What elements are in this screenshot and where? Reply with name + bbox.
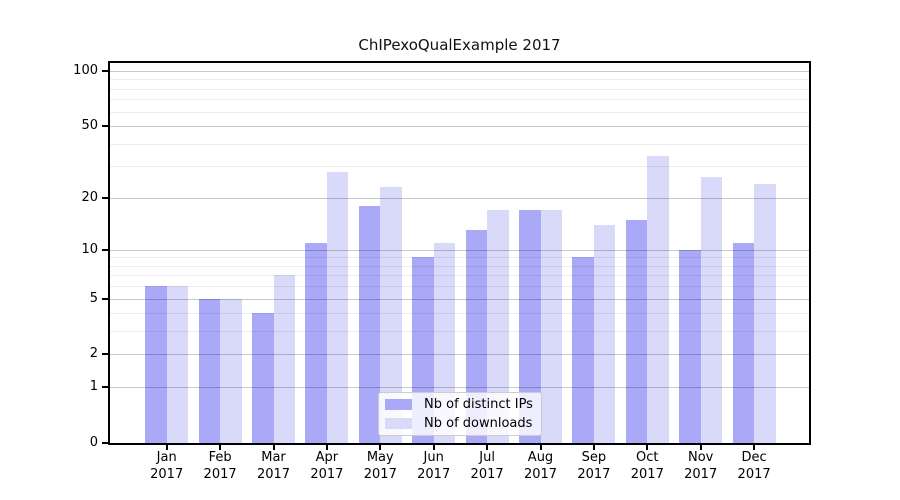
x-tick-mark <box>539 445 542 450</box>
x-tick-label: Jun 2017 <box>404 449 464 483</box>
x-tick-label: Aug 2017 <box>511 449 571 483</box>
y-tick-mark <box>102 196 108 199</box>
bar-distinct-ips-nov <box>679 249 701 443</box>
x-tick-mark <box>272 445 275 450</box>
x-tick-year: 2017 <box>256 467 291 482</box>
x-tick-label: Feb 2017 <box>190 449 250 483</box>
bar-downloads-mar <box>273 275 295 443</box>
x-tick-year: 2017 <box>417 467 451 482</box>
x-tick-mark <box>699 445 702 450</box>
legend-swatch-downloads <box>385 418 412 429</box>
bar-downloads-feb <box>220 298 242 443</box>
x-tick-year: 2017 <box>577 467 611 482</box>
x-tick-mark <box>486 445 489 450</box>
y-tick-label: 1 <box>89 379 98 395</box>
bar-downloads-apr <box>326 171 349 443</box>
x-tick-year: 2017 <box>630 467 664 482</box>
y-tick-mark <box>102 297 108 300</box>
x-tick-label: Mar 2017 <box>244 449 304 483</box>
bar-downloads-dec <box>754 183 776 443</box>
chart-title: ChIPexoQualExample 2017 <box>358 36 561 54</box>
y-tick-mark <box>102 386 108 389</box>
x-tick-year: 2017 <box>737 467 771 482</box>
y-tick-label: 5 <box>89 290 98 306</box>
legend-item-distinct-ips: Nb of distinct IPs <box>385 395 535 414</box>
y-tick-label: 0 <box>89 435 98 450</box>
x-tick-label: Jul 2017 <box>457 449 517 483</box>
bar-downloads-nov <box>700 177 723 443</box>
x-tick-mark <box>219 445 222 450</box>
bar-downloads-sep <box>593 224 616 443</box>
x-tick-mark <box>592 445 595 450</box>
y-tick-label: 50 <box>81 118 98 134</box>
x-tick-mark <box>432 445 435 450</box>
legend-swatch-distinct-ips <box>385 399 412 410</box>
x-tick-label: Nov 2017 <box>671 449 731 483</box>
x-tick-label: Apr 2017 <box>297 449 357 483</box>
x-tick-label: Oct 2017 <box>617 449 677 483</box>
y-tick-mark <box>102 125 108 128</box>
y-tick-label: 2 <box>89 346 98 362</box>
y-tick-mark <box>102 69 108 72</box>
x-tick-year: 2017 <box>310 467 344 482</box>
x-tick-year: 2017 <box>684 467 718 482</box>
legend: Nb of distinct IPs Nb of downloads <box>378 392 542 436</box>
bar-downloads-jul <box>487 210 509 443</box>
x-tick-label: Dec 2017 <box>724 449 784 483</box>
bar-distinct-ips-mar <box>252 313 274 443</box>
x-tick-year: 2017 <box>150 467 184 482</box>
bar-downloads-may <box>380 186 402 443</box>
bar-distinct-ips-jul <box>465 230 488 443</box>
x-tick-label: Jan 2017 <box>137 449 197 483</box>
x-tick-year: 2017 <box>363 467 397 482</box>
x-tick-mark <box>646 445 649 450</box>
bar-downloads-jan <box>166 286 189 443</box>
x-tick-year: 2017 <box>470 467 504 482</box>
x-tick-label: May 2017 <box>350 449 410 483</box>
bar-distinct-ips-aug <box>519 210 541 443</box>
bar-distinct-ips-may <box>358 205 381 443</box>
bar-distinct-ips-feb <box>198 298 221 443</box>
bar-distinct-ips-sep <box>572 257 594 443</box>
bar-downloads-aug <box>540 210 562 443</box>
plot-area: Nb of distinct IPs Nb of downloads <box>108 61 811 445</box>
legend-item-downloads: Nb of downloads <box>385 414 535 433</box>
bar-distinct-ips-dec <box>732 242 755 443</box>
y-tick-mark <box>102 442 108 444</box>
legend-label-downloads: Nb of downloads <box>424 416 533 431</box>
x-tick-year: 2017 <box>203 467 237 482</box>
bar-distinct-ips-oct <box>625 219 648 443</box>
y-tick-label: 10 <box>81 241 98 257</box>
y-tick-label: 20 <box>81 189 98 205</box>
x-tick-mark <box>325 445 328 450</box>
y-tick-label: 100 <box>73 62 98 78</box>
bar-distinct-ips-apr <box>305 242 327 443</box>
legend-label-distinct-ips: Nb of distinct IPs <box>424 397 533 412</box>
bars-layer <box>110 63 809 443</box>
y-tick-mark <box>102 353 108 356</box>
y-tick-mark <box>102 248 108 251</box>
bar-distinct-ips-jan <box>145 286 167 443</box>
x-tick-mark <box>165 445 168 450</box>
x-tick-mark <box>379 445 382 450</box>
x-tick-mark <box>753 445 756 450</box>
x-tick-label: Sep 2017 <box>564 449 624 483</box>
bar-downloads-oct <box>647 156 669 443</box>
x-tick-year: 2017 <box>523 467 558 482</box>
